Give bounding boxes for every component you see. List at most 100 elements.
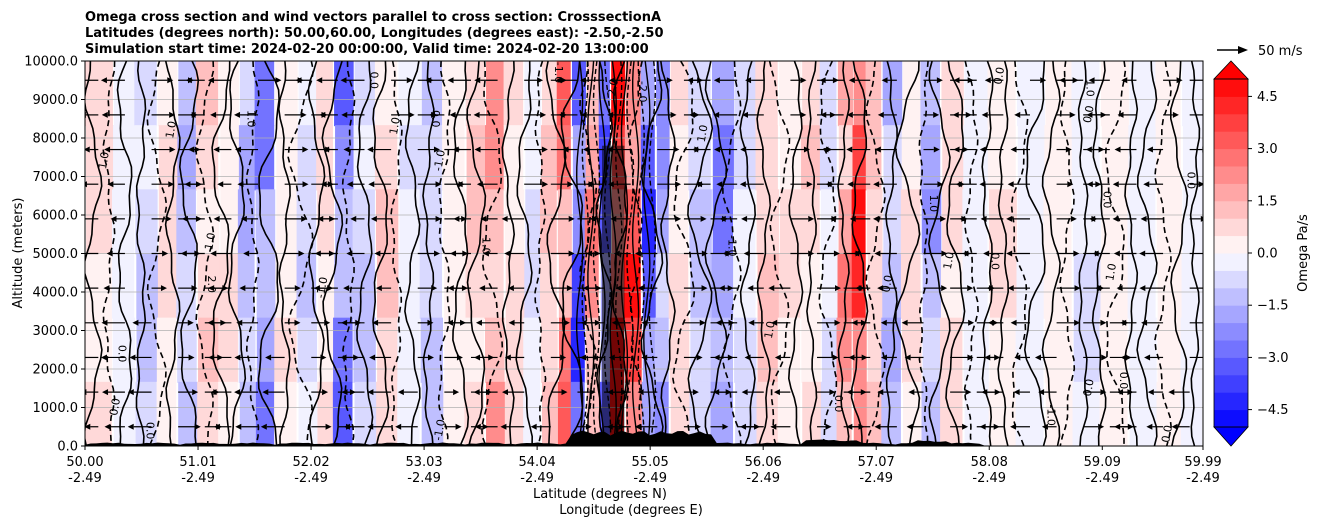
wind-vector-head — [447, 77, 454, 84]
wind-vector-head — [189, 111, 196, 118]
x-tick-label-lon: -2.49 — [746, 471, 780, 486]
wind-vector-head — [1098, 423, 1105, 430]
wind-vector-head — [275, 77, 282, 84]
colorbar-tick-label: 4.5 — [1257, 90, 1278, 105]
omega-band-cell — [778, 253, 802, 319]
wind-vector-head — [169, 111, 176, 118]
wind-vector-head — [395, 423, 402, 430]
omega-band-cell — [1043, 189, 1072, 255]
omega-band-cell — [255, 381, 276, 446]
wind-vector-head — [474, 423, 481, 430]
wind-vector-head — [449, 111, 456, 118]
wind-vector-head — [585, 423, 592, 430]
wind-vector-head — [1041, 423, 1048, 430]
colorbar-label: Omega Pa/s — [1296, 214, 1311, 292]
colorbar-segments — [1214, 79, 1248, 428]
wind-vector-head — [427, 319, 434, 326]
wind-vector-head — [207, 319, 214, 326]
wind-vector-head — [473, 389, 480, 396]
wind-vector-head — [1112, 181, 1119, 188]
omega-band-cell — [176, 189, 196, 255]
omega-band-cell — [399, 125, 422, 191]
wind-vector-head — [162, 250, 169, 257]
wind-vector-head — [933, 111, 940, 118]
wind-vector-head — [607, 111, 614, 118]
wind-vector-head — [1014, 354, 1021, 361]
contour-line-negative — [628, 61, 643, 446]
x-tick-label-lat: 50.00 — [66, 455, 103, 470]
wind-vector-head — [1207, 285, 1213, 291]
wind-vector-head — [880, 319, 887, 326]
omega-band-cell — [710, 317, 734, 383]
omega-band-cell — [866, 189, 883, 255]
wind-vector-head — [262, 389, 269, 396]
omega-band-cell — [505, 253, 526, 319]
omega-band-cell — [1043, 253, 1072, 319]
omega-band-cell — [902, 61, 923, 127]
wind-vector-head — [103, 285, 110, 292]
wind-vector-head — [314, 250, 321, 257]
omega-band-cell — [668, 253, 689, 319]
omega-band-cell — [539, 253, 557, 319]
omega-band-cell — [523, 317, 541, 383]
omega-band-cell — [505, 317, 526, 383]
wind-vector-head — [323, 146, 330, 153]
omega-band-cell — [466, 189, 487, 255]
omega-band-cell — [1017, 125, 1046, 191]
wind-vector-head — [1034, 354, 1041, 361]
omega-band-cell — [556, 125, 571, 191]
omega-band-cell — [757, 317, 780, 383]
omega-band-cell — [274, 381, 297, 446]
contour-line-positive — [756, 61, 772, 446]
wind-vector-head — [1006, 215, 1013, 222]
omega-band-cell — [254, 125, 275, 191]
wind-vector-head — [235, 423, 242, 430]
omega-band-cell — [135, 189, 158, 255]
wind-vector-head — [988, 319, 995, 326]
contour-line-positive — [227, 61, 247, 446]
wind-vector-head — [191, 285, 198, 292]
wind-vector-head — [740, 146, 747, 153]
wind-vector-head — [435, 181, 442, 188]
wind-vector-head — [808, 250, 815, 257]
wind-vector-head — [243, 250, 250, 257]
omega-band-cell — [623, 253, 641, 319]
omega-band-cell — [734, 317, 757, 383]
wind-vector-head — [540, 111, 547, 118]
wind-vector-head — [1006, 250, 1013, 257]
omega-band-cell — [420, 125, 444, 191]
contour-label: 2.0 — [605, 78, 621, 97]
omega-band-cell — [419, 253, 443, 319]
wind-vector-head — [637, 285, 644, 292]
wind-vector-head — [825, 181, 832, 188]
wind-vector-head — [77, 354, 83, 360]
x-tick-label-lat: 59.99 — [1184, 455, 1221, 470]
wind-vector-head — [967, 354, 974, 361]
wind-vector-head — [874, 146, 881, 153]
chart-title-line-3: Simulation start time: 2024-02-20 00:00:… — [85, 42, 649, 57]
wind-vector-head — [341, 111, 348, 118]
wind-vector-head — [474, 146, 481, 153]
omega-band-cell — [865, 125, 882, 191]
colorbar-ticks: 4.5 3.0 1.5 0.0 −1.5 −3.0 −4.5 — [1248, 90, 1289, 418]
omega-band-cell — [237, 189, 255, 255]
wind-vector-head — [675, 215, 682, 222]
omega-band-cell — [853, 381, 868, 446]
omega-band-cell — [1073, 317, 1102, 383]
wind-vector-head — [606, 146, 613, 153]
wind-vector-head — [184, 181, 191, 188]
wind-vector-head — [699, 319, 706, 326]
colorbar-tick-label: −4.5 — [1257, 403, 1289, 418]
omega-band-cell — [419, 189, 443, 255]
wind-vector-head — [941, 250, 948, 257]
wind-vector-head — [1040, 77, 1047, 84]
omega-band-cell — [525, 125, 543, 191]
y-tick-label: 6000.0 — [33, 209, 79, 224]
wind-vector-head — [979, 146, 986, 153]
wind-vector-head — [85, 146, 90, 153]
colorbar-segment — [1214, 235, 1248, 254]
wind-vector-head — [829, 215, 836, 222]
wind-vector-head — [563, 319, 570, 326]
wind-vector-head — [450, 250, 457, 257]
wind-vector-head — [453, 389, 460, 396]
